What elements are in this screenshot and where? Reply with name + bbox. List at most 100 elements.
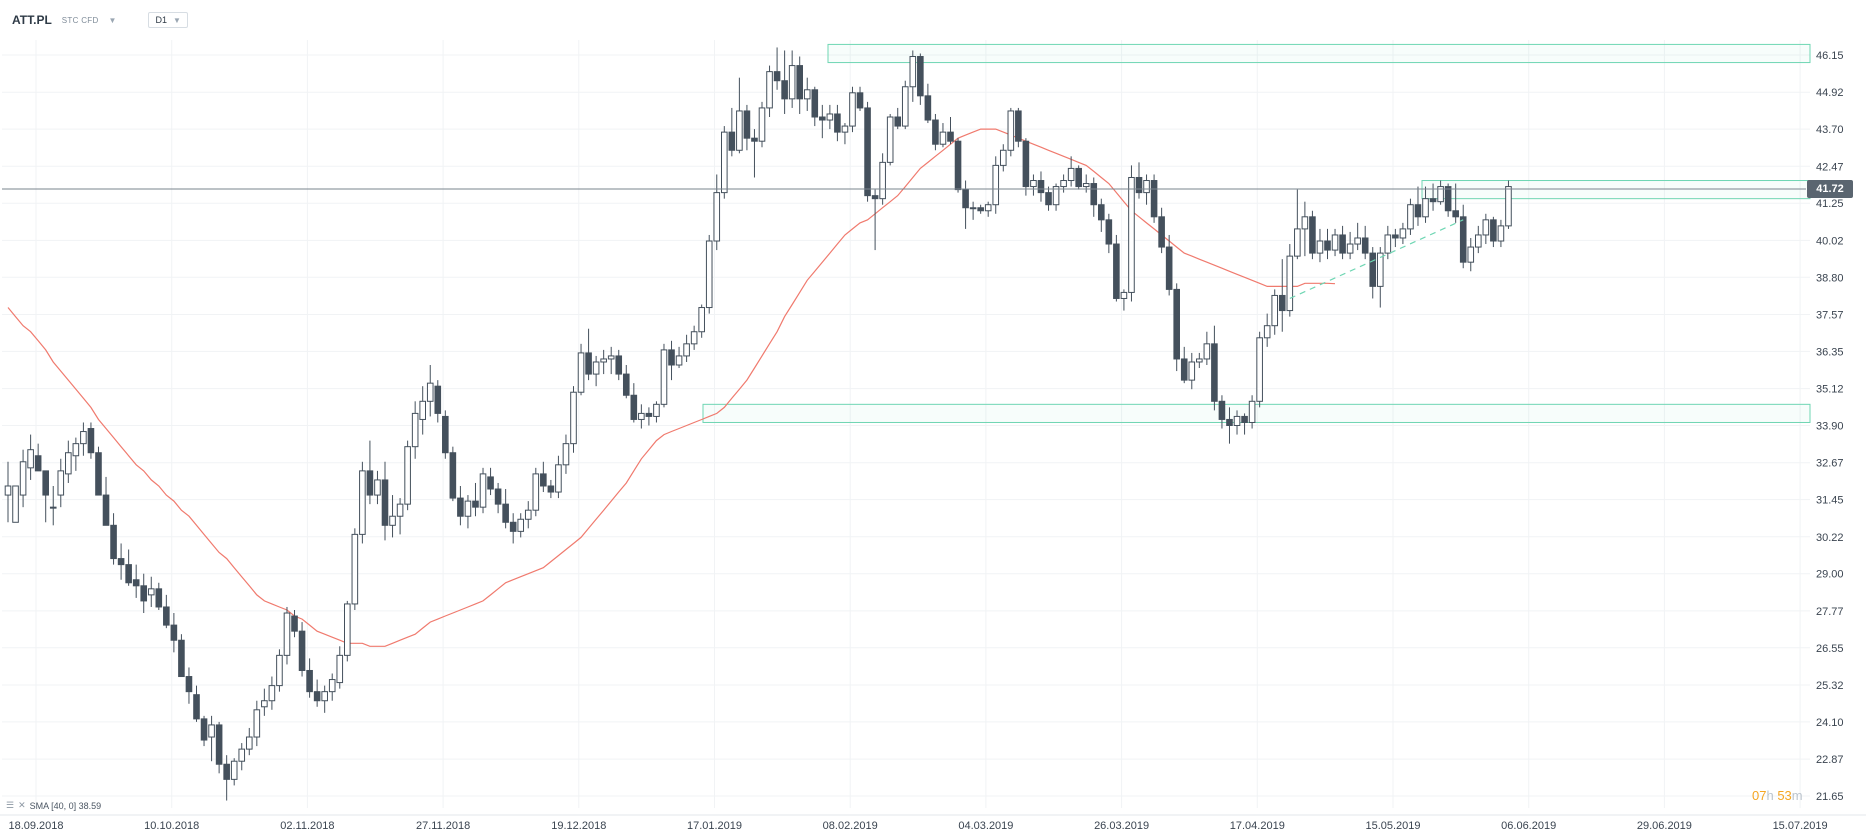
- candle-body: [1030, 180, 1037, 188]
- candle-body: [555, 464, 562, 493]
- candle-body: [1309, 216, 1316, 254]
- candle-body: [449, 452, 457, 499]
- y-tick-label: 37.57: [1816, 310, 1844, 322]
- candle-body: [87, 428, 95, 454]
- candle-body: [607, 355, 615, 360]
- candle-body: [954, 140, 962, 191]
- symbol-label[interactable]: ATT.PL: [12, 13, 52, 27]
- candle-body: [1037, 180, 1045, 194]
- candle-body: [95, 452, 102, 496]
- candle-body: [1173, 288, 1181, 360]
- candle-body: [901, 86, 909, 127]
- candle-countdown: 07h 53m: [1752, 788, 1803, 803]
- candle-body: [653, 403, 660, 417]
- y-tick-label: 25.32: [1816, 680, 1844, 692]
- candle-body: [396, 503, 404, 517]
- candle-body: [65, 452, 72, 475]
- candle-body: [1150, 180, 1158, 218]
- countdown-hours-unit: h: [1766, 788, 1774, 803]
- candle-body: [849, 92, 856, 127]
- candle-body: [419, 400, 426, 420]
- trendline-path: [1289, 219, 1464, 300]
- timeframe-select[interactable]: D1 ▼: [148, 12, 188, 28]
- candle-body: [80, 431, 87, 445]
- candle-body: [1052, 186, 1060, 206]
- x-tick-label: 15.07.2019: [1773, 820, 1828, 832]
- x-tick-label: 17.01.2019: [687, 820, 742, 832]
- candle-body: [788, 65, 796, 100]
- indicator-settings-icon[interactable]: ☰: [6, 800, 15, 810]
- candle-body: [1241, 415, 1248, 423]
- candle-body: [1067, 167, 1075, 182]
- candle-body: [366, 470, 374, 496]
- x-tick-label: 02.11.2018: [280, 820, 334, 832]
- candle-body: [1490, 219, 1497, 242]
- candle-body: [1233, 415, 1241, 427]
- candle-body: [1211, 343, 1218, 402]
- candle-body: [381, 479, 389, 526]
- candle-body: [34, 455, 42, 472]
- candle-body: [1286, 255, 1294, 312]
- candle-body: [547, 485, 555, 493]
- candle-body: [1294, 228, 1301, 257]
- candle-body: [713, 192, 721, 242]
- x-tick-label: 17.04.2019: [1230, 820, 1285, 832]
- candle-body: [1369, 252, 1377, 287]
- y-tick-label: 42.47: [1816, 161, 1844, 173]
- y-tick-label: 46.15: [1816, 50, 1844, 62]
- candle-body: [736, 110, 743, 151]
- timeframe-value: D1: [155, 15, 167, 25]
- candle-body: [1203, 343, 1211, 360]
- candle-body: [585, 352, 592, 375]
- candle-body: [705, 240, 713, 309]
- candle-body: [125, 564, 132, 584]
- candle-body: [977, 207, 984, 212]
- candle-body: [1354, 237, 1361, 245]
- instrument-type-label[interactable]: STC CFD: [61, 15, 99, 25]
- candle-body: [751, 137, 758, 142]
- candle-body: [1316, 240, 1324, 254]
- candle-body: [344, 603, 351, 656]
- candle-body: [1346, 243, 1354, 254]
- candle-body: [1015, 110, 1022, 142]
- candle-body: [1143, 180, 1150, 194]
- candle-body: [1045, 192, 1052, 206]
- candle-body: [1278, 294, 1286, 312]
- candle-body: [819, 116, 826, 121]
- chevron-down-icon[interactable]: ▼: [108, 15, 117, 25]
- candle-body: [622, 373, 630, 396]
- candle-body: [1158, 216, 1165, 248]
- candle-body: [27, 449, 34, 469]
- sma-line: [7, 128, 1336, 647]
- x-tick-label: 27.11.2018: [416, 820, 470, 832]
- candle-body: [1256, 337, 1263, 402]
- y-tick-label: 32.67: [1816, 458, 1844, 470]
- candle-body: [909, 56, 917, 88]
- candle-body: [917, 56, 924, 97]
- y-tick-label: 27.77: [1816, 606, 1844, 618]
- candle-body: [645, 412, 653, 417]
- candle-body: [1007, 110, 1015, 151]
- chart-header: ATT.PL STC CFD ▼ D1 ▼: [12, 10, 188, 30]
- candle-body: [698, 307, 705, 333]
- candle-body: [1497, 225, 1505, 242]
- candle-body: [1444, 186, 1452, 212]
- x-tick-label: 19.12.2018: [551, 820, 606, 832]
- candle-body: [102, 494, 110, 526]
- candle-body: [321, 691, 328, 702]
- candle-body: [19, 461, 27, 496]
- y-tick-label: 26.55: [1816, 643, 1844, 655]
- candle-body: [766, 71, 773, 109]
- candle-body: [728, 131, 736, 151]
- y-tick-label: 35.12: [1816, 384, 1844, 396]
- candle-body: [464, 500, 472, 517]
- candle-body: [4, 485, 12, 496]
- candle-body: [871, 195, 879, 200]
- y-tick-label: 44.92: [1816, 87, 1844, 99]
- candle-body: [1475, 234, 1482, 248]
- candle-body: [283, 612, 291, 656]
- close-icon[interactable]: ✕: [18, 800, 26, 810]
- candle-body: [690, 331, 698, 345]
- candle-body: [230, 760, 238, 780]
